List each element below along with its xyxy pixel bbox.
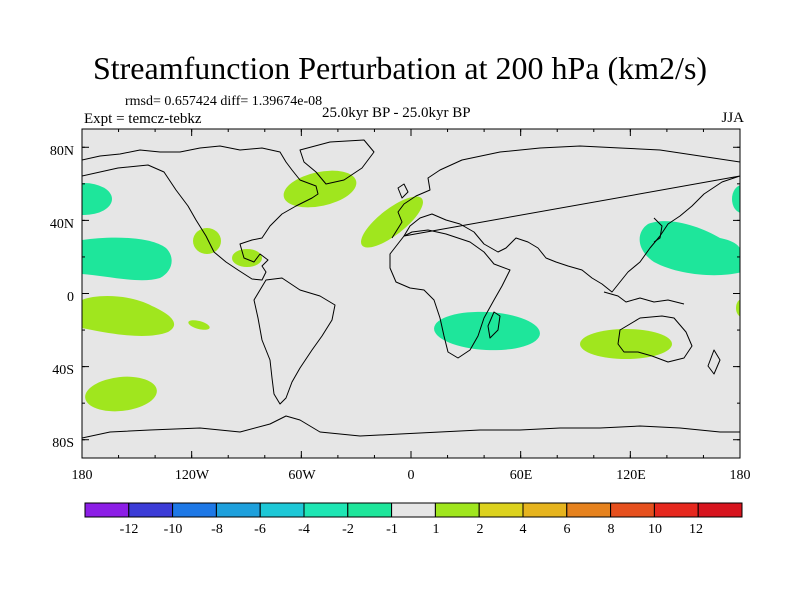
colorbar-label: -12 xyxy=(120,522,139,537)
colorbar-box xyxy=(653,502,699,518)
coast-madagascar xyxy=(487,311,501,339)
coast-indonesia xyxy=(603,291,685,305)
lat-label-40n: 40N xyxy=(50,217,74,232)
colorbar-box xyxy=(391,502,436,518)
map-background xyxy=(82,129,740,458)
lon-label-120w: 120W xyxy=(175,468,210,483)
colorbar-box xyxy=(434,502,480,518)
colorbar-label: 4 xyxy=(520,522,527,537)
coast-africa xyxy=(389,229,511,359)
region-patch-south-australia xyxy=(580,329,672,359)
lat-label-40s: 40S xyxy=(52,363,74,378)
region-patch-western-na xyxy=(193,228,221,254)
region-patch-labrador xyxy=(283,170,357,208)
region-patch-hawaii xyxy=(82,237,172,281)
coastlines xyxy=(82,139,740,439)
colorbar-box xyxy=(697,502,743,518)
colorbar-label: 10 xyxy=(648,522,662,537)
colorbar-label: 2 xyxy=(477,522,484,537)
axis-ticks xyxy=(81,129,741,458)
colorbar-label: 12 xyxy=(689,522,703,537)
region-patch-mexico xyxy=(232,249,262,267)
colorbar-label: -6 xyxy=(254,522,266,537)
region-patch-npacific-west xyxy=(82,183,112,215)
lat-label-80n: 80N xyxy=(50,144,74,159)
colorbar-box xyxy=(215,502,261,518)
colorbar-label: -1 xyxy=(386,522,398,537)
coast-britain xyxy=(397,183,409,199)
period-label: 25.0kyr BP - 25.0kyr BP xyxy=(322,105,471,121)
lon-label-120e: 120E xyxy=(616,468,646,483)
colorbar-box xyxy=(478,502,524,518)
coast-greenland xyxy=(299,139,375,185)
coast-australia xyxy=(617,315,693,363)
stats-text: rmsd= 0.657424 diff= 1.39674e-08 xyxy=(125,94,323,109)
colorbar-labels: -12 -10 -8 -6 -4 -2 -1 1 2 4 6 8 10 12 xyxy=(120,522,703,537)
lat-label-0: 0 xyxy=(67,290,74,305)
coast-new-zealand xyxy=(707,349,721,375)
colorbar-box xyxy=(84,502,130,518)
colorbar-box xyxy=(259,502,305,518)
colorbar-box xyxy=(347,502,393,518)
season-label: JJA xyxy=(721,110,744,126)
region-patch-south-pacific-small xyxy=(188,320,210,330)
lat-label-80s: 80S xyxy=(52,436,74,451)
region-patch-npacific-east xyxy=(732,185,740,213)
coast-eurasia xyxy=(391,145,740,293)
region-patch-west-pacific-edge xyxy=(736,299,740,317)
colorbar-label: 8 xyxy=(608,522,615,537)
colorbar-box xyxy=(522,502,568,518)
colorbar-box xyxy=(303,502,349,518)
colorbar-label: 6 xyxy=(564,522,571,537)
lon-label-60e: 60E xyxy=(510,468,533,483)
anomaly-layer xyxy=(82,170,740,412)
colorbar-box xyxy=(610,502,655,518)
region-patch-iberia xyxy=(361,196,423,248)
colorbar xyxy=(84,502,743,518)
region-patch-japan xyxy=(639,221,740,276)
coast-south-america xyxy=(253,277,336,405)
coast-japan xyxy=(653,217,663,243)
colorbar-label: -10 xyxy=(164,522,183,537)
lon-label-180e: 180 xyxy=(730,468,751,483)
colorbar-box xyxy=(172,502,217,518)
colorbar-label: -2 xyxy=(342,522,354,537)
region-patch-south-pacific-midlat xyxy=(85,376,157,412)
lon-label-0: 0 xyxy=(408,468,415,483)
colorbar-label: -4 xyxy=(298,522,310,537)
plot-title: Streamfunction Perturbation at 200 hPa (… xyxy=(92,50,708,86)
lon-label-60w: 60W xyxy=(288,468,316,483)
colorbar-box xyxy=(566,502,612,518)
region-patch-madagascar xyxy=(434,311,540,351)
colorbar-box xyxy=(128,502,174,518)
colorbar-label: -8 xyxy=(211,522,223,537)
region-patch-east-trop-pacific xyxy=(82,296,175,336)
coast-north-america xyxy=(82,145,319,281)
coast-antarctica xyxy=(82,415,740,439)
lon-label-180w: 180 xyxy=(72,468,93,483)
colorbar-label: 1 xyxy=(433,522,440,537)
experiment-label: Expt = temcz-tebkz xyxy=(84,111,202,127)
